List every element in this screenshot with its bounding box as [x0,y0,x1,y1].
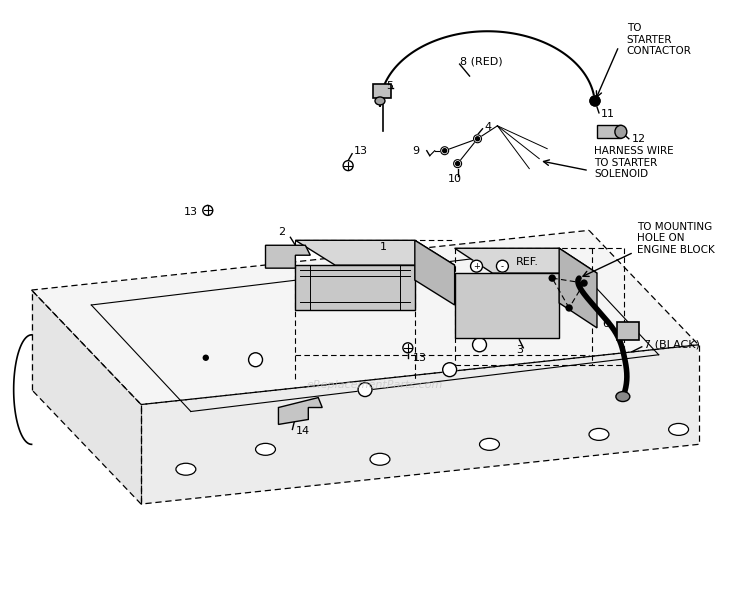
Circle shape [476,137,479,141]
Circle shape [403,343,412,353]
Circle shape [590,96,600,106]
Ellipse shape [669,424,688,436]
Circle shape [454,160,461,168]
Polygon shape [32,231,698,405]
Text: eReplacementParts.com: eReplacementParts.com [307,379,443,390]
Text: 13: 13 [354,146,368,155]
Text: 13: 13 [413,353,427,363]
Text: 5: 5 [386,81,394,91]
FancyBboxPatch shape [617,322,639,340]
Ellipse shape [589,428,609,440]
Ellipse shape [176,463,196,475]
Text: 12: 12 [632,134,646,144]
Ellipse shape [616,391,630,402]
Circle shape [358,382,372,396]
Circle shape [441,147,448,155]
Circle shape [456,162,460,166]
Circle shape [473,135,482,143]
Circle shape [581,280,587,286]
Text: +: + [473,262,480,270]
Circle shape [470,260,482,272]
Circle shape [248,353,262,367]
Text: 3: 3 [516,345,524,355]
Text: TO
STARTER
CONTACTOR: TO STARTER CONTACTOR [627,23,692,56]
Ellipse shape [375,97,385,105]
Circle shape [442,149,447,152]
Text: -: - [501,262,504,270]
Circle shape [202,206,213,215]
Text: 2: 2 [278,227,286,237]
Text: TO MOUNTING
HOLE ON
ENGINE BLOCK: TO MOUNTING HOLE ON ENGINE BLOCK [637,221,715,255]
Ellipse shape [479,439,500,450]
Circle shape [549,275,555,281]
Text: 6: 6 [602,319,609,329]
Text: 10: 10 [448,174,462,183]
Polygon shape [560,248,597,328]
Circle shape [344,161,353,171]
Polygon shape [296,240,454,265]
Polygon shape [278,397,322,425]
Polygon shape [266,245,310,268]
Circle shape [442,363,457,377]
Text: 1: 1 [380,242,387,252]
FancyBboxPatch shape [597,125,621,138]
Text: 14: 14 [296,427,310,436]
Ellipse shape [370,453,390,465]
Polygon shape [415,240,454,305]
Text: 13: 13 [184,208,198,217]
Circle shape [566,305,572,311]
Polygon shape [454,273,560,338]
Circle shape [590,96,600,106]
Circle shape [203,355,208,360]
Polygon shape [141,345,698,504]
Circle shape [496,260,508,272]
Text: 11: 11 [601,109,615,119]
Text: HARNESS WIRE
TO STARTER
SOLENOID: HARNESS WIRE TO STARTER SOLENOID [594,146,674,179]
Text: REF.: REF. [516,257,539,267]
Text: 4: 4 [484,122,491,132]
FancyBboxPatch shape [373,84,391,98]
Text: 9: 9 [413,146,420,155]
Ellipse shape [256,443,275,456]
Text: 8 (RED): 8 (RED) [460,56,503,66]
Polygon shape [32,290,141,504]
Polygon shape [296,265,415,310]
Circle shape [472,338,487,352]
Ellipse shape [615,125,627,139]
Text: 7 (BLACK): 7 (BLACK) [644,340,700,350]
Polygon shape [454,248,597,273]
